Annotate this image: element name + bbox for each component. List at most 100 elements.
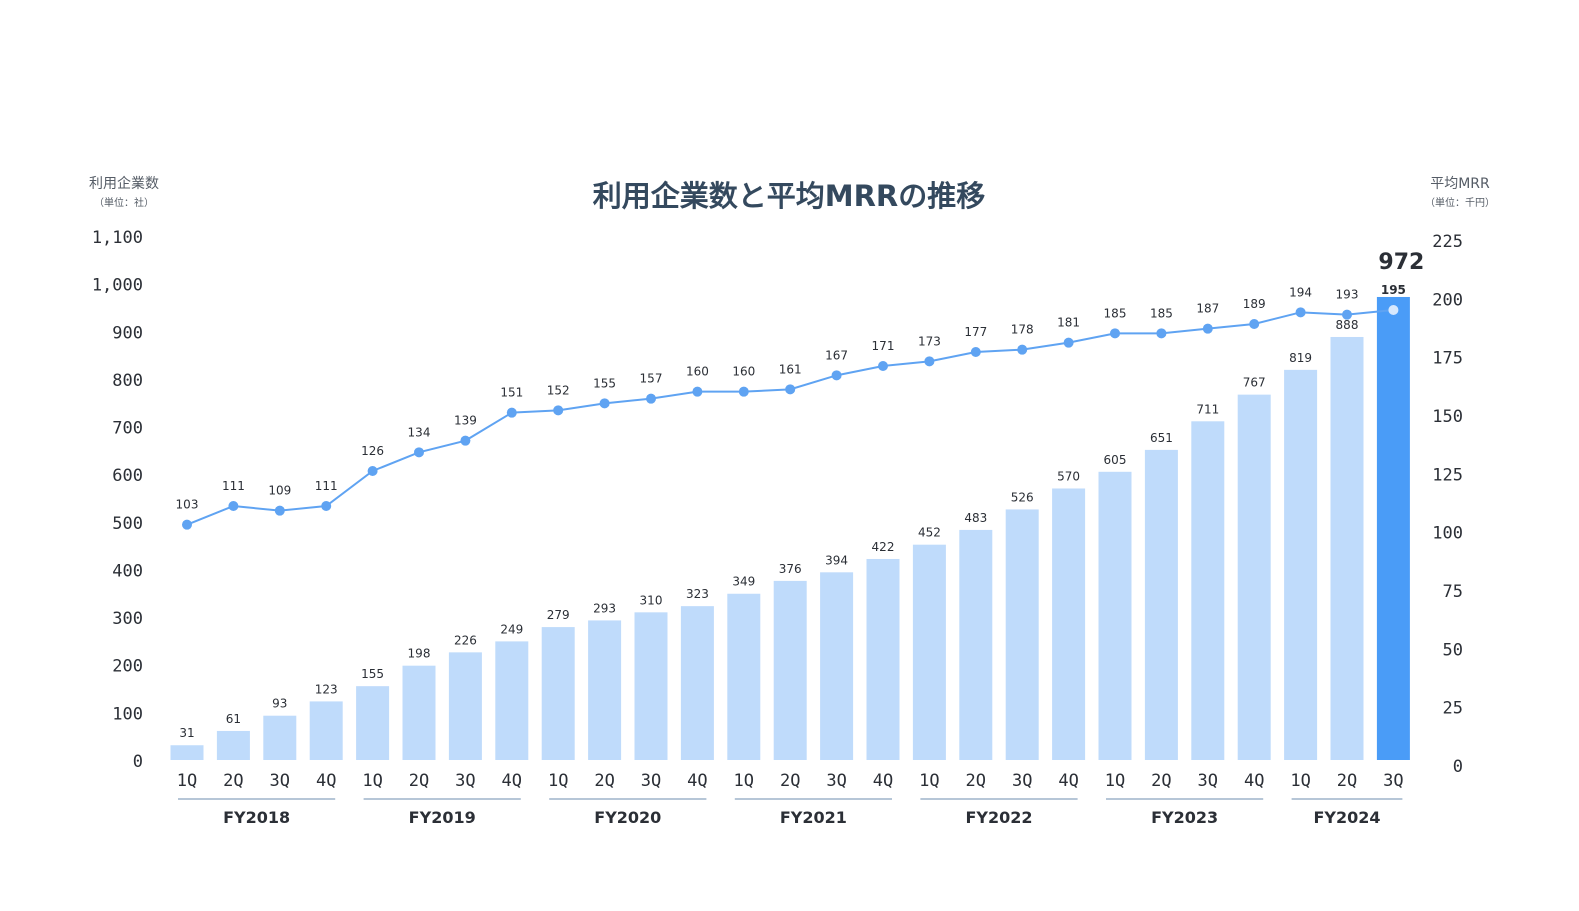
- left-tick-label: 1,000: [92, 276, 143, 296]
- mrr-point: [1342, 309, 1352, 320]
- mrr-value-label: 160: [732, 365, 755, 379]
- bar-value-label: 31: [179, 726, 194, 740]
- mrr-point: [1249, 319, 1260, 329]
- mrr-value-label: 103: [176, 498, 199, 512]
- bar: [1284, 369, 1318, 760]
- bar-value-label: 376: [779, 562, 802, 576]
- bar: [541, 627, 575, 760]
- mrr-point: [460, 435, 471, 446]
- mrr-point: [274, 505, 285, 516]
- quarter-label: 2Q: [409, 771, 429, 791]
- mrr-value-label: 195: [1381, 283, 1406, 297]
- bar-value-label: 61: [226, 712, 241, 726]
- right-tick-label: 0: [1453, 757, 1463, 777]
- right-tick-label: 150: [1432, 407, 1463, 427]
- bar: [1144, 449, 1178, 760]
- bar-value-label: 310: [640, 593, 663, 607]
- left-tick-label: 0: [133, 752, 143, 772]
- right-tick-label: 125: [1432, 465, 1463, 485]
- bar: [1237, 394, 1271, 760]
- quarter-label: 4Q: [316, 771, 336, 791]
- quarter-label: 3Q: [270, 771, 290, 791]
- mrr-value-label: 152: [547, 383, 570, 397]
- mrr-value-label: 185: [1150, 306, 1173, 320]
- fiscal-year-label: FY2019: [409, 808, 476, 827]
- mrr-value-label: 155: [593, 376, 616, 390]
- right-tick-label: 200: [1432, 290, 1463, 310]
- fiscal-year-label: FY2023: [1151, 808, 1218, 827]
- mrr-value-label: 109: [268, 484, 291, 498]
- mrr-value-label: 193: [1336, 288, 1359, 302]
- bar: [495, 641, 529, 760]
- line-series: [182, 305, 1399, 530]
- mrr-point: [1063, 337, 1074, 348]
- mrr-value-label: 111: [222, 479, 245, 493]
- bar-value-label: 155: [361, 667, 384, 681]
- mrr-point: [414, 447, 424, 458]
- bar: [634, 612, 668, 760]
- quarter-label: 2Q: [223, 771, 243, 791]
- left-tick-label: 600: [112, 466, 143, 486]
- mrr-point: [1017, 344, 1028, 355]
- quarter-label: 2Q: [1151, 771, 1171, 791]
- bar: [727, 593, 761, 760]
- right-tick-label: 175: [1432, 349, 1463, 369]
- left-tick-label: 400: [112, 561, 143, 581]
- mrr-point: [321, 501, 332, 511]
- quarter-label: 2Q: [1337, 771, 1357, 791]
- mrr-point: [506, 407, 517, 418]
- quarter-label: 4Q: [687, 771, 707, 791]
- quarter-label: 1Q: [548, 771, 568, 791]
- bar-value-label: 452: [918, 526, 941, 540]
- bar: [1005, 509, 1039, 760]
- mrr-point: [924, 356, 935, 367]
- quarter-label: 2Q: [966, 771, 986, 791]
- right-tick-label: 50: [1443, 640, 1463, 660]
- left-tick-label: 1,100: [92, 228, 143, 248]
- bar-value-label: 483: [964, 511, 987, 525]
- quarter-label: 1Q: [1105, 771, 1125, 791]
- left-tick-label: 900: [112, 323, 143, 343]
- quarter-label: 3Q: [826, 771, 846, 791]
- bar: [448, 652, 482, 760]
- bar: [1376, 296, 1410, 760]
- quarter-label: 4Q: [1244, 771, 1264, 791]
- bar: [1098, 471, 1132, 760]
- mrr-point: [228, 501, 239, 511]
- mrr-value-label: 134: [408, 425, 431, 439]
- bar-value-label: 651: [1150, 431, 1173, 445]
- right-tick-label: 100: [1432, 524, 1463, 544]
- fiscal-year-label: FY2020: [594, 808, 661, 827]
- quarter-label: 1Q: [919, 771, 939, 791]
- fiscal-year-label: FY2024: [1313, 808, 1380, 827]
- mrr-point: [970, 347, 981, 357]
- quarter-label: 4Q: [873, 771, 893, 791]
- bar: [309, 701, 343, 760]
- mrr-value-label: 160: [686, 365, 709, 379]
- mrr-point: [831, 370, 842, 381]
- bar: [1191, 421, 1225, 760]
- mrr-point: [646, 393, 656, 404]
- bar-value-label: 279: [547, 608, 570, 622]
- bar-value-label: 767: [1243, 376, 1266, 390]
- left-tick-label: 700: [112, 419, 143, 439]
- bar-value-label: 526: [1011, 490, 1034, 504]
- bar-value-label: 198: [408, 647, 431, 661]
- bar: [1330, 336, 1364, 760]
- left-axis-ticks: 0 100 200 300 400 500 600 700 800 900 1,000 1,100: [92, 228, 143, 772]
- right-axis-ticks: 0 25 50 75 100 125 150 175 200 225: [1432, 232, 1463, 777]
- quarter-label: 1Q: [1290, 771, 1310, 791]
- bar-value-label: 711: [1196, 402, 1219, 416]
- mrr-point: [878, 361, 888, 371]
- mrr-value-label: 167: [825, 348, 848, 362]
- bar-value-label: 93: [272, 697, 287, 711]
- bar: [588, 620, 622, 760]
- mrr-point: [367, 466, 378, 476]
- fiscal-year-label: FY2022: [965, 808, 1032, 827]
- bar-value-label: 249: [500, 622, 523, 636]
- fiscal-year-label: FY2018: [223, 808, 290, 827]
- mrr-point: [553, 405, 564, 416]
- mrr-point: [1295, 307, 1306, 318]
